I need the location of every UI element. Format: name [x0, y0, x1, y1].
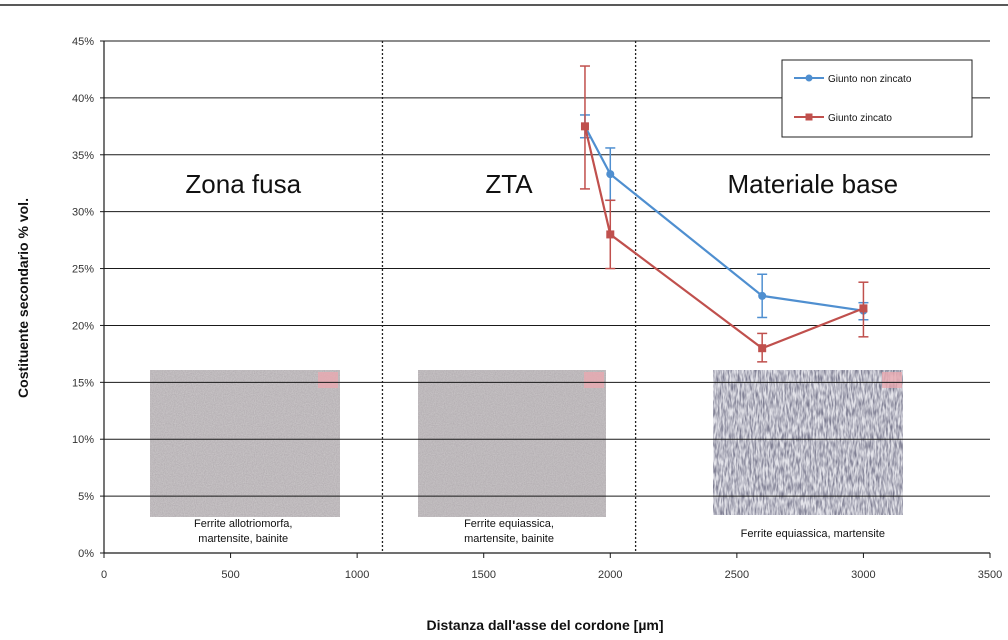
y-tick-label: 35%	[72, 150, 94, 162]
y-tick-label: 0%	[78, 548, 94, 560]
y-tick-label: 25%	[72, 264, 94, 276]
x-tick-labels: 0 500 1000 1500 2000 2500 3000 3500	[101, 569, 1002, 581]
legend-marker-non-zincato	[805, 74, 813, 82]
data-point	[580, 122, 589, 131]
x-tick-label: 3500	[978, 569, 1002, 581]
legend-marker-zincato	[805, 113, 813, 121]
x-tick-label: 500	[221, 569, 239, 581]
micrograph-caption: martensite, bainite	[198, 533, 288, 545]
zone-labels: Zona fusa ZTA Materiale base	[185, 169, 898, 199]
y-tick-label: 5%	[78, 491, 94, 503]
micrograph-caption: Ferrite equiassica,	[464, 518, 554, 530]
micrograph-caption: martensite, bainite	[464, 533, 554, 545]
series-group	[579, 65, 869, 363]
micrograph-zta	[418, 370, 606, 517]
x-axis-title: Distanza dall'asse del cordone [µm]	[426, 617, 663, 633]
y-tick-labels: 0% 5% 10% 15% 20% 25% 30% 35% 40% 45%	[72, 36, 94, 560]
series-line	[583, 126, 864, 350]
y-tick-label: 15%	[72, 377, 94, 389]
y-tick-label: 45%	[72, 36, 94, 48]
zone-dividers	[381, 41, 637, 553]
x-tick-label: 0	[101, 569, 107, 581]
legend-label-zincato: Giunto zincato	[828, 113, 892, 124]
data-point	[606, 170, 615, 179]
micrograph-zona-fusa	[150, 370, 340, 517]
series-0	[579, 114, 869, 321]
data-point	[758, 291, 767, 300]
x-tick-label: 2500	[725, 569, 749, 581]
data-point	[606, 230, 615, 239]
y-axis-title: Costituente secondario % vol.	[15, 198, 31, 398]
micrograph-materiale-base	[713, 370, 903, 515]
x-tick-label: 1500	[471, 569, 495, 581]
zone-label: Zona fusa	[185, 169, 301, 199]
legend-label-non-zincato: Giunto non zincato	[828, 74, 912, 85]
series-1	[579, 65, 869, 363]
y-tick-label: 40%	[72, 93, 94, 105]
micrograph-captions: Ferrite allotriomorfa, martensite, bainit…	[194, 518, 885, 545]
legend-box	[781, 59, 973, 138]
zone-label: ZTA	[485, 169, 533, 199]
x-tick-label: 1000	[345, 569, 369, 581]
data-point	[758, 344, 767, 353]
x-tick-label: 3000	[851, 569, 875, 581]
y-tick-label: 30%	[72, 207, 94, 219]
x-tick-label: 2000	[598, 569, 622, 581]
grid-lines	[100, 40, 991, 558]
zone-label: Materiale base	[728, 169, 899, 199]
axes	[103, 41, 990, 554]
data-point	[859, 304, 868, 313]
legend: Giunto non zincato Giunto zincato	[781, 59, 973, 138]
micrograph-caption: Ferrite allotriomorfa,	[194, 518, 292, 530]
micrograph-group	[150, 370, 903, 517]
series-line	[583, 125, 864, 312]
micrograph-caption: Ferrite equiassica, martensite	[741, 528, 885, 540]
y-tick-label: 10%	[72, 434, 94, 446]
y-tick-label: 20%	[72, 320, 94, 332]
